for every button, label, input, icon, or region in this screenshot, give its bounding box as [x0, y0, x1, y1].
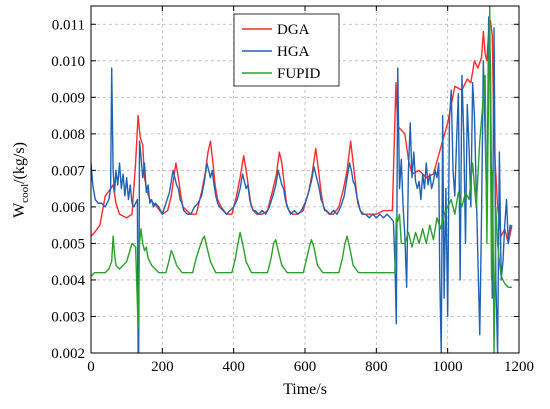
- y-tick-labels: 0.002 0.003 0.004 0.005 0.006 0.007 0.008 0.009…: [51, 17, 85, 362]
- legend-label-fupid: FUPID: [277, 66, 321, 82]
- legend-label-hga: HGA: [277, 44, 310, 60]
- y-tick-label: 0.011: [52, 17, 85, 33]
- y-axis-label: Wcool/(kg/s): [11, 142, 31, 218]
- y-tick-label: 0.008: [51, 127, 85, 143]
- y-tick-label: 0.002: [51, 346, 85, 362]
- x-tick-label: 1000: [433, 359, 463, 375]
- series-layer: [91, 6, 513, 353]
- y-tick-label: 0.007: [51, 163, 85, 179]
- x-tick-labels: 0 200 400 600 800 1000 1200: [87, 359, 534, 375]
- series-line-fupid: [91, 6, 512, 353]
- legend: DGA HGA FUPID: [233, 13, 340, 87]
- legend-item-fupid: FUPID: [242, 66, 321, 82]
- x-tick-label: 400: [222, 359, 245, 375]
- x-tick-label: 1200: [504, 359, 534, 375]
- y-axis-label-unit: /(kg/s): [11, 142, 28, 184]
- y-tick-label: 0.009: [51, 90, 85, 106]
- series-line-hga: [91, 16, 513, 353]
- y-tick-label: 0.003: [51, 309, 85, 325]
- y-tick-label: 0.010: [51, 54, 85, 70]
- legend-box: [233, 13, 340, 87]
- y-tick-label: 0.004: [51, 273, 85, 289]
- legend-item-hga: HGA: [242, 44, 310, 60]
- legend-item-dga: DGA: [242, 22, 310, 38]
- y-axis-label-subscript: cool: [19, 184, 31, 203]
- axis-ticks: [90, 6, 520, 354]
- x-tick-label: 600: [294, 359, 317, 375]
- legend-label-dga: DGA: [277, 22, 310, 38]
- y-axis-label-main: W: [11, 202, 28, 218]
- x-tick-label: 800: [365, 359, 388, 375]
- y-tick-label: 0.006: [51, 200, 85, 216]
- x-tick-label: 200: [151, 359, 174, 375]
- x-axis-label: Time/s: [283, 381, 327, 398]
- x-tick-label: 0: [87, 359, 95, 375]
- y-tick-label: 0.005: [51, 236, 85, 252]
